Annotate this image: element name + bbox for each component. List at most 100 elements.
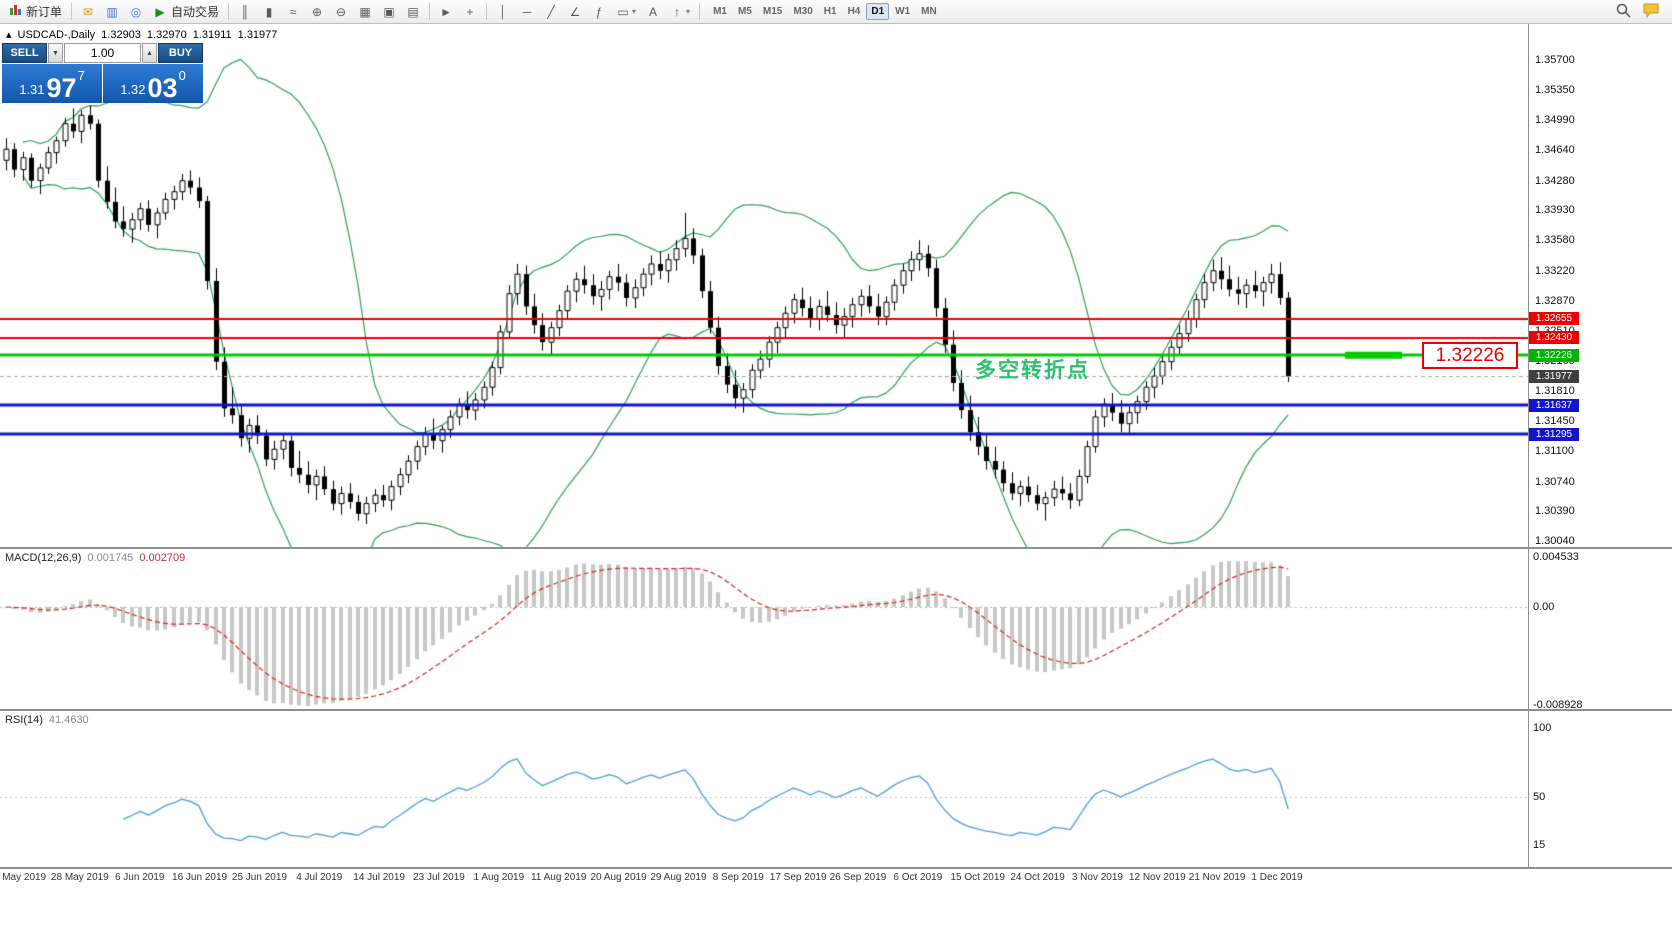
- sell-button[interactable]: SELL: [2, 43, 47, 63]
- mail-button[interactable]: ✉: [76, 2, 100, 22]
- channel-icon: ∠: [569, 4, 581, 19]
- date-axis-label: 26 Sep 2019: [829, 872, 887, 883]
- timeframe-button-m30[interactable]: M30: [793, 6, 813, 17]
- toolbar-separator: [228, 3, 230, 20]
- timeframe-button-d1[interactable]: D1: [866, 3, 890, 20]
- date-axis-label: 1 Aug 2019: [473, 872, 525, 883]
- level-price-tag: 1.32226: [1529, 348, 1579, 362]
- symbol-marker-icon: ▴: [6, 29, 12, 41]
- price-axis-label: 1.34640: [1535, 144, 1575, 157]
- text-tool-button[interactable]: A: [641, 2, 665, 22]
- price-chart-canvas[interactable]: [0, 24, 1528, 547]
- date-axis-label: 9 May 2019: [0, 872, 47, 883]
- date-axis-label: 16 Jun 2019: [172, 872, 228, 883]
- buy-price-big-digits: 03: [147, 73, 178, 104]
- timeframe-button-m5[interactable]: M5: [737, 6, 752, 17]
- rsi-axis-label: 100: [1533, 722, 1552, 734]
- ohlc-high: 1.32970: [146, 28, 187, 41]
- fibonacci-tool-button[interactable]: ƒ: [587, 2, 611, 22]
- rsi-canvas[interactable]: [0, 711, 1528, 867]
- buy-price-prefix: 1.32: [120, 82, 146, 97]
- fibonacci-icon: ƒ: [595, 4, 603, 19]
- auto-trading-button[interactable]: ▶ 自动交易: [148, 2, 224, 22]
- one-click-trading-panel: SELL ▼ ▲ BUY 1.31 97 7 1.32 03 0: [2, 43, 203, 103]
- date-axis-label: 6 Oct 2019: [893, 872, 943, 883]
- horizontal-line-tool-button[interactable]: ─: [515, 2, 539, 22]
- sell-price-big-digits: 97: [46, 73, 77, 104]
- date-axis-label: 24 Oct 2019: [1010, 872, 1065, 883]
- date-axis-label: 23 Jul 2019: [413, 872, 465, 883]
- crosshair-tool-button[interactable]: +: [458, 2, 482, 22]
- grid-toggle-button[interactable]: ▦: [353, 2, 377, 22]
- vertical-line-tool-button[interactable]: │: [491, 2, 515, 22]
- date-axis-label: 28 May 2019: [50, 872, 109, 883]
- candle-chart-mode-button[interactable]: ▮: [257, 2, 281, 22]
- crosshair-icon: +: [466, 4, 474, 19]
- macd-signal-value: 0.002709: [139, 552, 186, 564]
- search-icon: [1616, 3, 1631, 18]
- trendline-icon: ╱: [547, 4, 555, 19]
- new-order-label: 新订单: [26, 5, 63, 19]
- sell-price[interactable]: 1.31 97 7: [2, 64, 102, 103]
- arrows-tool-button[interactable]: ↑ ▾: [665, 2, 695, 22]
- macd-axis-label: 0.004533: [1533, 551, 1579, 564]
- volume-input[interactable]: [64, 43, 141, 63]
- pivot-price-label-box[interactable]: 1.32226: [1422, 342, 1518, 369]
- trendline-tool-button[interactable]: ╱: [539, 2, 563, 22]
- date-axis-label: 3 Nov 2019: [1071, 872, 1123, 883]
- timeframe-button-mn[interactable]: MN: [921, 6, 937, 17]
- macd-name: MACD(12,26,9): [5, 552, 82, 564]
- level-price-tag: 1.32430: [1529, 331, 1579, 345]
- level-price-tag: 1.31637: [1529, 398, 1579, 412]
- timeframe-button-m15[interactable]: M15: [762, 6, 783, 17]
- horizontal-line-icon: ─: [522, 4, 532, 19]
- panel-separator[interactable]: [0, 709, 1672, 711]
- price-axis-label: 1.31450: [1535, 415, 1575, 428]
- zoom-in-button[interactable]: ⊕: [305, 2, 329, 22]
- shapes-tool-button[interactable]: ▭ ▾: [611, 2, 641, 22]
- panel-separator[interactable]: [0, 547, 1672, 549]
- volume-increase-button[interactable]: ▲: [142, 43, 157, 63]
- buy-price[interactable]: 1.32 03 0: [103, 64, 203, 103]
- community-button[interactable]: ◎: [124, 2, 148, 22]
- cursor-tool-button[interactable]: ►: [434, 2, 458, 22]
- toolbar-separator: [71, 3, 73, 20]
- search-button[interactable]: [1616, 3, 1631, 21]
- buy-button[interactable]: BUY: [158, 43, 203, 63]
- line-chart-mode-button[interactable]: ≈: [281, 2, 305, 22]
- timeframe-button-h4[interactable]: H4: [847, 6, 861, 17]
- toolbar-right-group: [1616, 3, 1659, 21]
- volume-decrease-button[interactable]: ▼: [48, 43, 63, 63]
- date-axis-label: 4 Jul 2019: [296, 872, 343, 883]
- channel-tool-button[interactable]: ∠: [563, 2, 587, 22]
- panel-separator[interactable]: [0, 867, 1672, 869]
- new-order-button[interactable]: 新订单: [3, 2, 67, 22]
- chat-icon: [1643, 3, 1659, 18]
- tile-windows-button[interactable]: ▣: [377, 2, 401, 22]
- charts-window-button[interactable]: ▥: [100, 2, 124, 22]
- chart-region: ▴ USDCAD-,Daily 1.32903 1.32970 1.31911 …: [0, 24, 1672, 949]
- price-axis-label: 1.33930: [1535, 204, 1575, 217]
- macd-indicator-label: MACD(12,26,9) 0.001745 0.002709: [5, 552, 185, 564]
- turning-point-annotation[interactable]: 多空转折点: [975, 359, 1090, 382]
- new-order-icon: [8, 4, 22, 20]
- date-axis-label: 1 Dec 2019: [1251, 872, 1303, 883]
- price-axis[interactable]: 1.35700 1.35350 1.34990 1.34640 1.34280 1.339…: [1528, 24, 1672, 869]
- vertical-line-icon: │: [499, 4, 507, 19]
- price-axis-label: 1.31100: [1535, 444, 1574, 457]
- date-axis-label: 8 Sep 2019: [712, 872, 764, 883]
- chat-button[interactable]: [1643, 3, 1659, 21]
- symbol-name: USDCAD-,Daily: [17, 28, 96, 41]
- zoom-in-icon: ⊕: [312, 4, 323, 19]
- price-axis-label: 1.30740: [1535, 475, 1575, 488]
- bar-chart-mode-button[interactable]: ║: [233, 2, 257, 22]
- price-axis-label: 1.30040: [1535, 535, 1575, 547]
- zoom-out-button[interactable]: ⊖: [329, 2, 353, 22]
- cascade-windows-button[interactable]: ▤: [401, 2, 425, 22]
- macd-canvas[interactable]: [0, 549, 1528, 709]
- timeframe-button-w1[interactable]: W1: [895, 6, 911, 17]
- timeframe-button-m1[interactable]: M1: [713, 6, 727, 17]
- timeframe-button-h1[interactable]: H1: [823, 6, 837, 17]
- zoom-out-icon: ⊖: [336, 4, 347, 19]
